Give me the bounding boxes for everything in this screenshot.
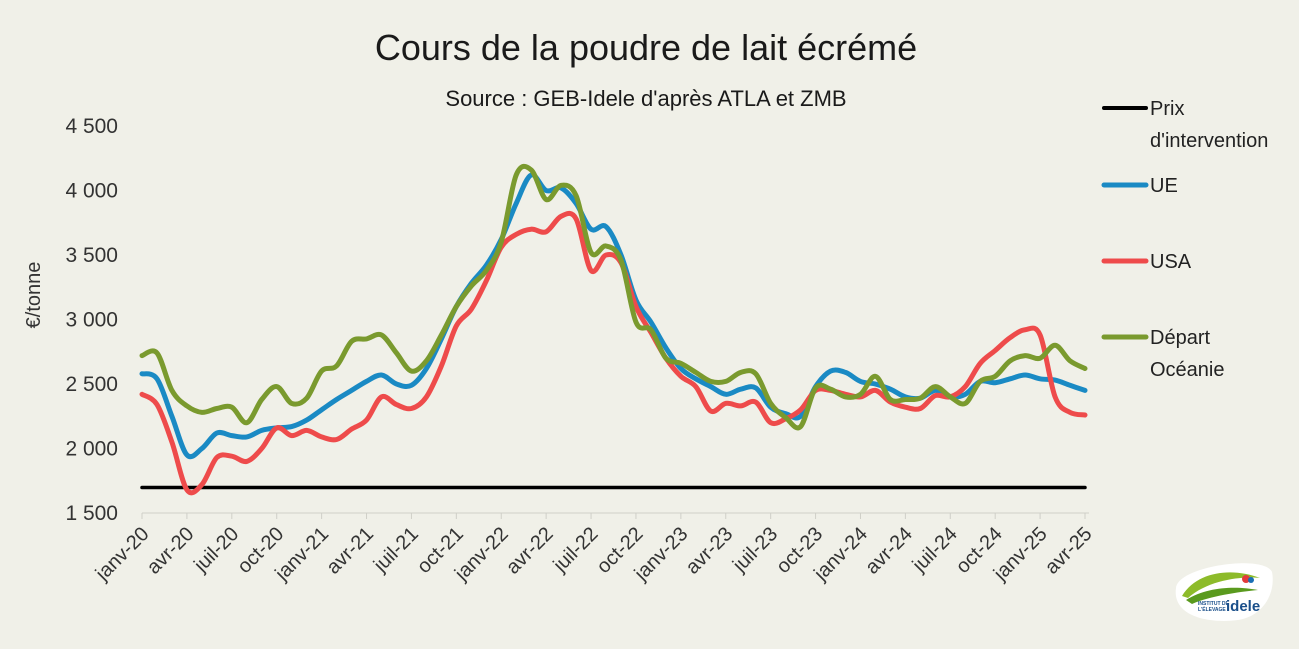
x-tick-label: janv-20 [91, 523, 154, 586]
series-line-ue [139, 172, 1088, 460]
series-lines [139, 163, 1088, 496]
y-tick-label: 2 500 [65, 373, 118, 396]
series-line-usa [139, 210, 1088, 496]
x-tick-label: avr-24 [861, 523, 917, 579]
x-tick-label: avr-25 [1041, 523, 1097, 579]
y-axis-label: €/tonne [23, 262, 45, 329]
y-tick-label: 4 000 [65, 180, 118, 203]
y-tick-label: 3 000 [65, 309, 118, 332]
legend-label: UE [1150, 175, 1178, 197]
y-tick-label: 4 500 [65, 115, 118, 138]
x-tick-label: juil-23 [728, 523, 782, 577]
legend-label: d'intervention [1150, 130, 1268, 152]
legend-label: Océanie [1150, 359, 1225, 381]
chart-title: Cours de la poudre de lait écrémé [375, 27, 917, 68]
x-tick-label: avr-21 [322, 523, 378, 579]
y-tick-label: 1 500 [65, 502, 118, 525]
legend-item-usa: USA [1101, 251, 1192, 273]
y-tick-label: 2 000 [65, 438, 118, 461]
x-tick-label: avr-20 [143, 523, 199, 579]
logo-text-line2: L'ÉLEVAGE [1198, 605, 1226, 613]
legend-label: USA [1150, 251, 1192, 273]
idele-logo: INSTITUT DE L'ÉLEVAGE idele [1168, 558, 1274, 624]
x-tick-label: avr-22 [502, 523, 558, 579]
legend-label: Départ [1150, 327, 1210, 349]
x-tick-label: juil-21 [369, 523, 423, 577]
logo-brand: idele [1226, 598, 1260, 615]
x-axis-ticks: janv-20avr-20juil-20oct-20janv-21avr-21j… [91, 523, 1097, 586]
x-axis [141, 512, 1089, 519]
chart-subtitle: Source : GEB-Idele d'après ATLA et ZMB [445, 86, 846, 111]
x-tick-label: juil-24 [908, 523, 962, 577]
legend-label: Prix [1150, 98, 1184, 120]
y-axis-ticks: 1 500 2 000 2 500 3 000 3 500 4 000 4 500 [65, 115, 118, 525]
x-tick-label: juil-22 [549, 523, 603, 577]
y-tick-label: 3 500 [65, 244, 118, 267]
x-tick-label: juil-20 [189, 523, 243, 577]
x-tick-label: avr-23 [682, 523, 738, 579]
legend-item-prix-intervention: Prix d'intervention [1102, 98, 1268, 152]
legend-item-oceanie: Départ Océanie [1101, 327, 1225, 381]
legend: Prix d'intervention UE USA Départ Océanie [1101, 98, 1268, 381]
legend-item-ue: UE [1101, 175, 1178, 197]
logo-text-line1: INSTITUT DE [1198, 601, 1229, 607]
series-line-oceanie [139, 163, 1088, 431]
